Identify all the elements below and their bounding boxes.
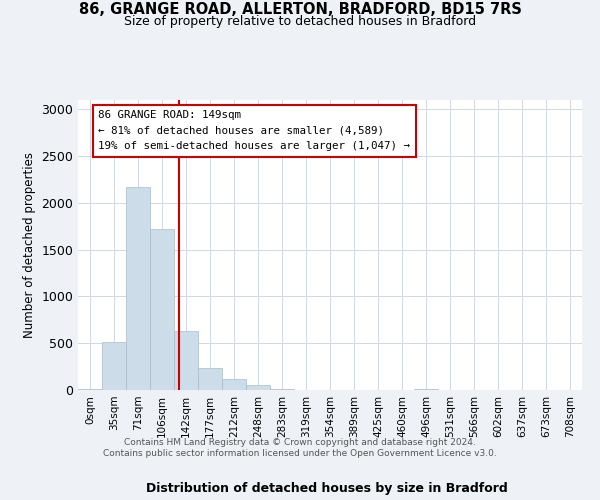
Y-axis label: Number of detached properties: Number of detached properties — [23, 152, 36, 338]
Bar — [246, 386, 270, 390]
Bar — [126, 186, 150, 390]
Bar — [270, 388, 294, 390]
Bar — [222, 379, 246, 390]
Bar — [102, 342, 126, 390]
Bar — [150, 228, 174, 390]
Text: Distribution of detached houses by size in Bradford: Distribution of detached houses by size … — [146, 482, 508, 495]
Bar — [174, 331, 198, 390]
Text: Size of property relative to detached houses in Bradford: Size of property relative to detached ho… — [124, 15, 476, 28]
Bar — [78, 389, 102, 390]
Text: 86 GRANGE ROAD: 149sqm
← 81% of detached houses are smaller (4,589)
19% of semi-: 86 GRANGE ROAD: 149sqm ← 81% of detached… — [98, 110, 410, 152]
Bar — [198, 368, 222, 390]
Text: Contains HM Land Registry data © Crown copyright and database right 2024.
Contai: Contains HM Land Registry data © Crown c… — [103, 438, 497, 458]
Text: 86, GRANGE ROAD, ALLERTON, BRADFORD, BD15 7RS: 86, GRANGE ROAD, ALLERTON, BRADFORD, BD1… — [79, 2, 521, 18]
